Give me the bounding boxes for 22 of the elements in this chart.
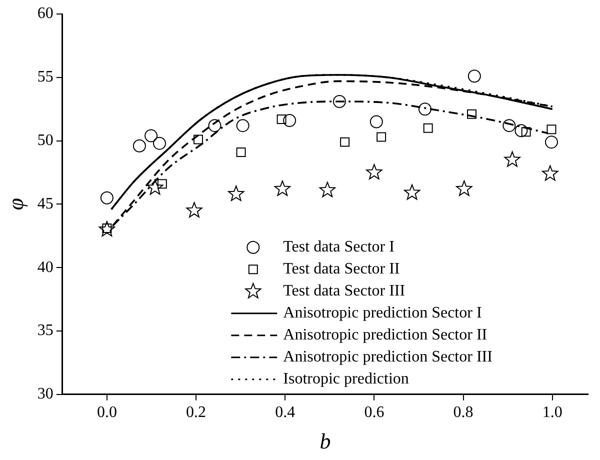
legend-label: Anisotropic prediction Sector III	[283, 348, 492, 366]
y-tick-label: 50	[37, 132, 54, 150]
legend-label: Test data Sector II	[283, 260, 400, 278]
legend-label: Anisotropic prediction Sector II	[283, 326, 488, 344]
legend-label: Test data Sector III	[283, 282, 406, 300]
x-axis-title: b	[320, 428, 331, 454]
x-tick-label: 0.6	[364, 404, 384, 422]
y-tick-label: 55	[37, 68, 54, 86]
y-tick-label: 40	[37, 258, 54, 276]
y-tick-label: 35	[37, 322, 54, 340]
x-tick-label: 0.2	[186, 404, 206, 422]
legend-label: Isotropic prediction	[283, 370, 409, 388]
y-tick-label: 30	[37, 386, 54, 403]
y-tick-label: 60	[37, 5, 54, 22]
y-tick-label: 45	[37, 195, 54, 212]
legend-label: Anisotropic prediction Sector I	[283, 304, 482, 322]
y-axis-title: φ	[2, 198, 28, 210]
x-tick-label: 0.4	[275, 404, 296, 422]
x-tick-label: 1.0	[542, 404, 562, 422]
legend-label: Test data Sector I	[283, 238, 394, 256]
x-tick-label: 0.8	[453, 404, 474, 422]
x-tick-label: 0.0	[96, 404, 117, 422]
